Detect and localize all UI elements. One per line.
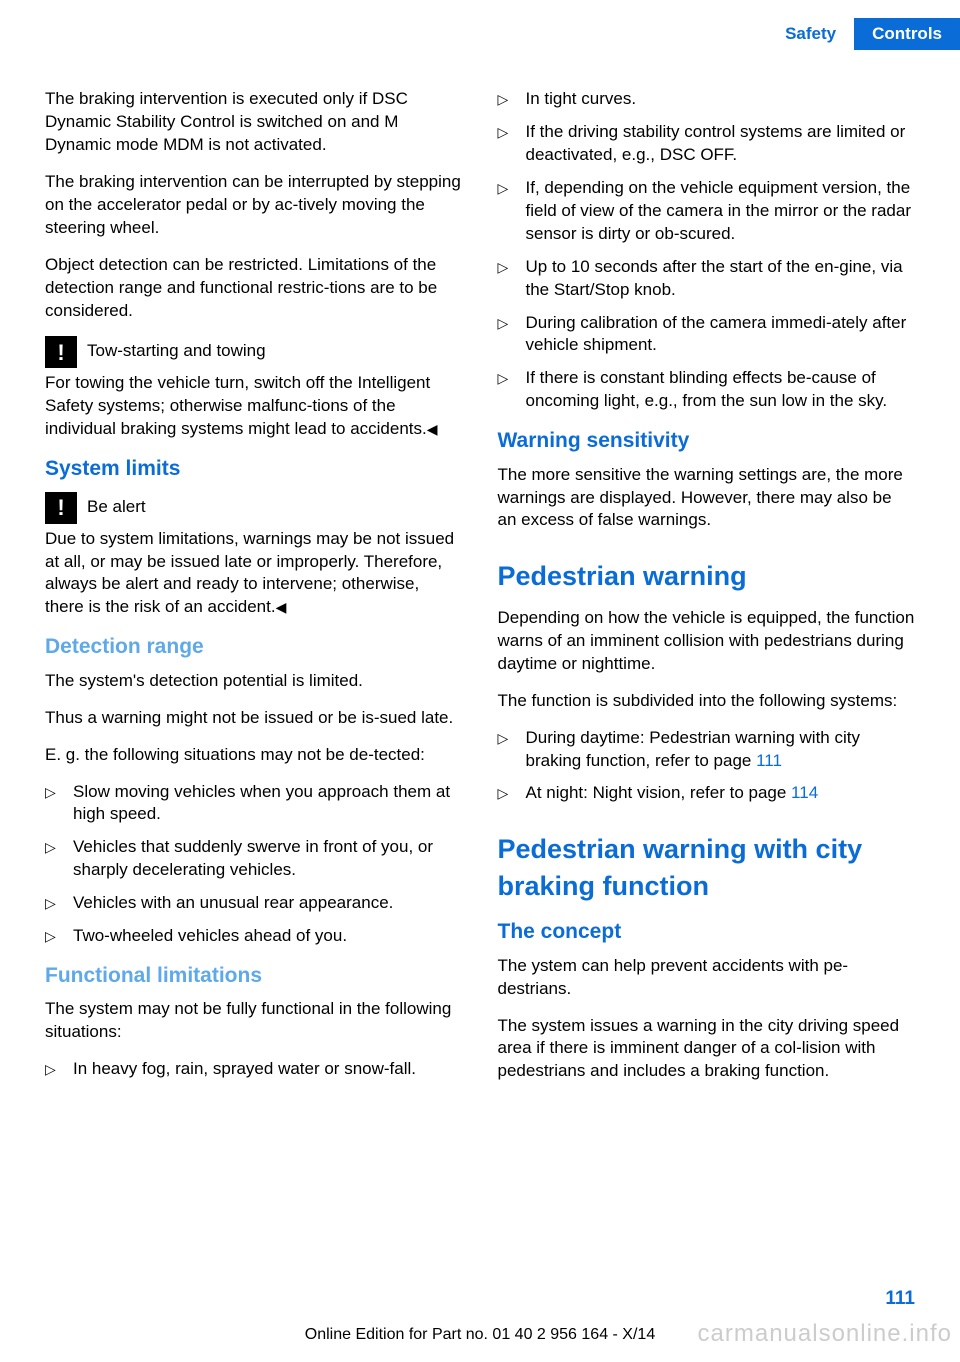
bullet-icon: ▷	[45, 838, 56, 857]
para: Thus a warning might not be issued or be…	[45, 707, 463, 730]
para: The more sensitive the warning settings …	[498, 464, 916, 533]
end-marker-icon	[427, 419, 438, 438]
para: The system issues a warning in the city …	[498, 1015, 916, 1084]
heading-system-limits: System limits	[45, 455, 463, 483]
tab-safety: Safety	[767, 18, 854, 50]
warning-icon: !	[45, 492, 77, 524]
bullet-icon: ▷	[498, 369, 509, 388]
para: The system may not be fully functional i…	[45, 998, 463, 1044]
warning-text: Due to system limitations, warnings may …	[45, 529, 454, 617]
bullet-icon: ▷	[45, 894, 56, 913]
bullet-icon: ▷	[498, 729, 509, 748]
para: The ystem can help prevent accidents wit…	[498, 955, 916, 1001]
list-item: ▷ Up to 10 seconds after the start of the…	[498, 256, 916, 302]
list-text: Vehicles with an unusual rear appearance…	[73, 893, 393, 912]
list-item: ▷ If the driving stability control system…	[498, 121, 916, 167]
list-item: ▷ If there is constant blinding effects b…	[498, 367, 916, 413]
heading-pedestrian-warning: Pedestrian warning	[498, 558, 916, 594]
list-item: ▷ Slow moving vehicles when you approach …	[45, 781, 463, 827]
para: The function is subdivided into the foll…	[498, 690, 916, 713]
left-column: The braking intervention is executed onl…	[45, 88, 463, 1097]
para: E. g. the following situations may not b…	[45, 744, 463, 767]
heading-functional-limitations: Functional limitations	[45, 962, 463, 990]
list-item: ▷ Vehicles with an unusual rear appearanc…	[45, 892, 463, 915]
bullet-icon: ▷	[498, 123, 509, 142]
list-text: Slow moving vehicles when you approach t…	[73, 782, 450, 824]
list-item: ▷ If, depending on the vehicle equipment …	[498, 177, 916, 246]
watermark: carmanualsonline.info	[698, 1320, 952, 1348]
para: Depending on how the vehicle is equipped…	[498, 607, 916, 676]
warning-icon: !	[45, 336, 77, 368]
right-column: ▷ In tight curves. ▷ If the driving stabil…	[498, 88, 916, 1097]
page-link[interactable]: 114	[791, 783, 818, 802]
bullet-icon: ▷	[45, 927, 56, 946]
warning-text: For towing the vehicle turn, switch off …	[45, 373, 430, 438]
page-number: 111	[885, 1288, 915, 1310]
list-item: ▷ Vehicles that suddenly swerve in front …	[45, 836, 463, 882]
list-item: ▷ During daytime: Pedestrian warning with…	[498, 727, 916, 773]
list-text: If there is constant blinding effects be…	[526, 368, 888, 410]
list-text: At night: Night vision, refer to page	[526, 783, 792, 802]
list-item: ▷ In tight curves.	[498, 88, 916, 111]
para: Object detection can be restricted. Limi…	[45, 254, 463, 323]
pedestrian-list: ▷ During daytime: Pedestrian warning with…	[498, 727, 916, 806]
heading-concept: The concept	[498, 918, 916, 946]
list-text: In heavy fog, rain, sprayed water or sno…	[73, 1059, 416, 1078]
list-text: During calibration of the camera immedi‐…	[526, 313, 907, 355]
heading-pedestrian-city-braking: Pedestrian warning with city braking fun…	[498, 831, 916, 904]
page-link[interactable]: 111	[756, 751, 782, 770]
content-area: The braking intervention is executed onl…	[0, 50, 960, 1097]
list-item: ▷ At night: Night vision, refer to page 1…	[498, 782, 916, 805]
warning-block: ! Be alert	[45, 492, 463, 524]
warning-block: ! Tow-starting and towing	[45, 336, 463, 368]
functional-list-cont: ▷ In tight curves. ▷ If the driving stabil…	[498, 88, 916, 413]
functional-list: ▷ In heavy fog, rain, sprayed water or sn…	[45, 1058, 463, 1081]
bullet-icon: ▷	[498, 784, 509, 803]
list-text: If the driving stability control systems…	[526, 122, 906, 164]
list-text: Up to 10 seconds after the start of the …	[526, 257, 903, 299]
warning-body: Due to system limitations, warnings may …	[45, 528, 463, 620]
list-text: Two-wheeled vehicles ahead of you.	[73, 926, 347, 945]
bullet-icon: ▷	[498, 179, 509, 198]
tab-controls: Controls	[854, 18, 960, 50]
bullet-icon: ▷	[45, 783, 56, 802]
para: The braking intervention is executed onl…	[45, 88, 463, 157]
detection-list: ▷ Slow moving vehicles when you approach …	[45, 781, 463, 949]
bullet-icon: ▷	[498, 314, 509, 333]
warning-title: Be alert	[87, 492, 146, 519]
list-item: ▷ Two-wheeled vehicles ahead of you.	[45, 925, 463, 948]
list-text: Vehicles that suddenly swerve in front o…	[73, 837, 433, 879]
list-item: ▷ During calibration of the camera immedi…	[498, 312, 916, 358]
heading-detection-range: Detection range	[45, 633, 463, 661]
heading-warning-sensitivity: Warning sensitivity	[498, 427, 916, 455]
list-text: If, depending on the vehicle equipment v…	[526, 178, 912, 243]
list-text: During daytime: Pedestrian warning with …	[526, 728, 860, 770]
end-marker-icon	[276, 597, 287, 616]
warning-title: Tow-starting and towing	[87, 336, 266, 363]
list-text: In tight curves.	[526, 89, 637, 108]
para: The braking intervention can be interrup…	[45, 171, 463, 240]
bullet-icon: ▷	[498, 258, 509, 277]
bullet-icon: ▷	[498, 90, 509, 109]
list-item: ▷ In heavy fog, rain, sprayed water or sn…	[45, 1058, 463, 1081]
header-tabs: Safety Controls	[0, 0, 960, 50]
warning-body: For towing the vehicle turn, switch off …	[45, 372, 463, 441]
para: The system's detection potential is limi…	[45, 670, 463, 693]
bullet-icon: ▷	[45, 1060, 56, 1079]
